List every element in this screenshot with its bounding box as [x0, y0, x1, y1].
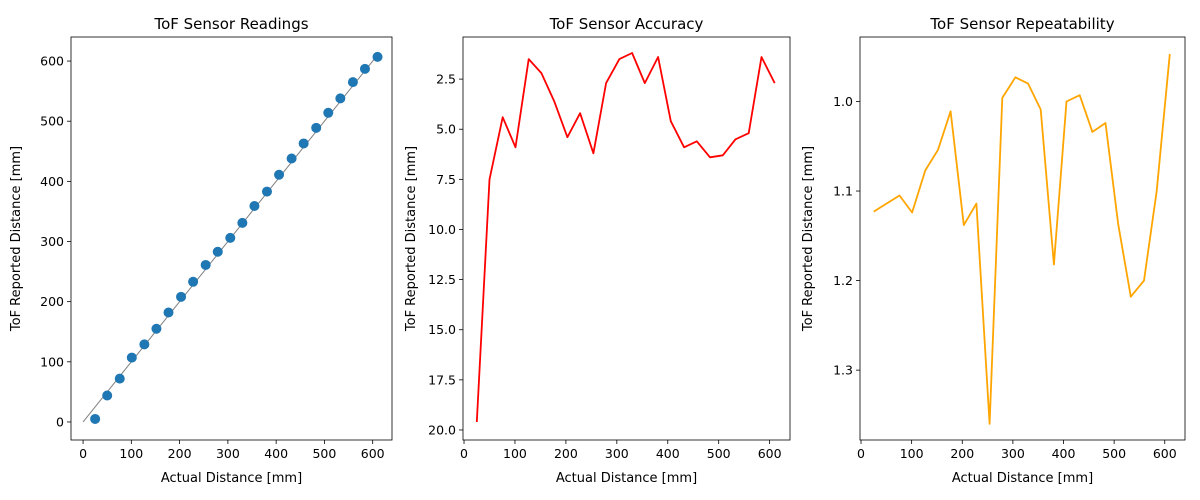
x-axis-label: Actual Distance [mm] [556, 471, 697, 486]
data-point [200, 259, 211, 270]
x-tick-label: 200 [554, 446, 578, 461]
data-point [286, 153, 297, 164]
data-point [335, 93, 346, 104]
y-tick-label: 5.0 [436, 122, 456, 137]
y-tick-label: 1.3 [833, 363, 853, 378]
y-tick-label: 1.0 [833, 94, 853, 109]
x-tick-label: 500 [312, 446, 336, 461]
chart-title: ToF Sensor Accuracy [549, 15, 704, 33]
x-tick-label: 400 [264, 446, 288, 461]
y-axis-label: ToF Reported Distance [mm] [404, 146, 419, 332]
x-axis-label: Actual Distance [mm] [161, 471, 302, 486]
data-point [188, 276, 199, 287]
y-tick-label: 1.1 [833, 184, 853, 199]
chart-title: ToF Sensor Repeatability [929, 15, 1114, 33]
data-point [261, 186, 272, 197]
y-tick-label: 15.0 [428, 322, 456, 337]
data-point [114, 373, 125, 384]
data-point [249, 201, 260, 212]
x-tick-label: 600 [361, 446, 385, 461]
x-tick-label: 200 [168, 446, 192, 461]
x-tick-label: 200 [950, 446, 974, 461]
data-point [212, 246, 223, 257]
x-tick-label: 500 [1102, 446, 1126, 461]
x-tick-label: 600 [1153, 446, 1177, 461]
x-tick-label: 100 [503, 446, 527, 461]
data-point [102, 390, 113, 401]
data-point [225, 232, 236, 243]
x-tick-label: 400 [1052, 446, 1076, 461]
x-tick-label: 0 [79, 446, 87, 461]
y-tick-label: 7.5 [436, 172, 456, 187]
y-tick-label: 500 [40, 114, 64, 129]
x-axis-label: Actual Distance [mm] [952, 471, 1093, 486]
y-axis-label: ToF Reported Distance [mm] [9, 146, 24, 332]
series-line [873, 53, 1171, 425]
y-tick-label: 17.5 [428, 372, 456, 387]
x-tick-label: 100 [900, 446, 924, 461]
x-tick-label: 0 [460, 446, 468, 461]
data-point [359, 63, 370, 74]
y-tick-label: 100 [40, 354, 64, 369]
x-tick-label: 300 [605, 446, 629, 461]
data-point [274, 169, 285, 180]
x-tick-label: 600 [758, 446, 782, 461]
series-line [475, 52, 776, 423]
data-point [372, 51, 383, 62]
x-tick-label: 300 [1001, 446, 1025, 461]
data-point [126, 352, 137, 363]
plot-frame [70, 36, 393, 441]
y-axis-label: ToF Reported Distance [mm] [801, 146, 816, 332]
data-point [347, 77, 358, 88]
y-tick-label: 400 [40, 174, 64, 189]
data-point [323, 107, 334, 118]
data-point [90, 413, 101, 424]
y-tick-label: 600 [40, 54, 64, 69]
plot-frame [462, 36, 791, 441]
x-tick-label: 100 [119, 446, 143, 461]
data-point [163, 307, 174, 318]
y-tick-label: 2.5 [436, 72, 456, 87]
chart-panel-2: ToF Sensor Accuracy 0 100 200 300 400 500 600 2.… [404, 15, 791, 486]
plot-frame [859, 36, 1186, 441]
data-point [311, 122, 322, 133]
y-tick-label: 200 [40, 294, 64, 309]
y-tick-label: 300 [40, 234, 64, 249]
y-tick-label: 1.2 [833, 273, 853, 288]
data-point [298, 138, 309, 149]
y-tick-label: 0 [56, 414, 64, 429]
chart-title: ToF Sensor Readings [153, 15, 308, 33]
y-tick-label: 10.0 [428, 222, 456, 237]
x-tick-label: 300 [216, 446, 240, 461]
chart-panel-1: ToF Sensor Readings 0 100 200 300 400 500 600 0 1… [9, 15, 393, 486]
x-tick-label: 400 [656, 446, 680, 461]
x-tick-label: 500 [707, 446, 731, 461]
data-point [237, 217, 248, 228]
x-tick-label: 0 [857, 446, 865, 461]
data-point [176, 291, 187, 302]
data-point [139, 339, 150, 350]
y-tick-label: 12.5 [428, 272, 456, 287]
data-point [151, 323, 162, 334]
chart-panel-3: ToF Sensor Repeatability 0 100 200 300 400 500… [801, 15, 1186, 486]
y-tick-label: 20.0 [428, 422, 456, 437]
